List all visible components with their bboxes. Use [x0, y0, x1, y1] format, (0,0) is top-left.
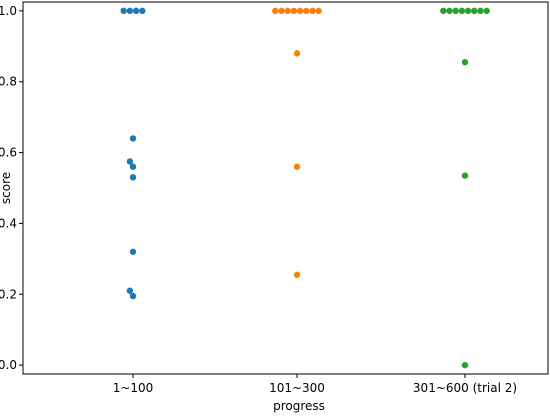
x-tick-label: 101~300 — [269, 381, 325, 395]
y-tick-label: 0.0 — [0, 358, 17, 372]
data-point — [296, 7, 304, 15]
y-tick-label: 1.0 — [0, 4, 17, 18]
data-point — [477, 7, 484, 15]
x-tick-label: 301~600 (trial 2) — [413, 381, 517, 395]
data-point — [452, 7, 459, 15]
data-point — [290, 7, 298, 15]
data-point — [293, 50, 301, 57]
y-axis: 0.0 0.2 0.4 0.6 0.8 1.0 — [0, 4, 23, 372]
data-point — [446, 7, 453, 15]
data-point — [440, 7, 447, 15]
x-axis: 1~100 101~300 301~600 (trial 2) — [113, 374, 517, 395]
data-point — [458, 7, 466, 15]
y-tick-label: 0.4 — [0, 216, 17, 230]
data-point — [461, 361, 469, 369]
y-tick-label: 0.8 — [0, 75, 17, 89]
x-axis-label: progress — [273, 399, 325, 413]
data-point — [293, 271, 301, 278]
data-point — [120, 7, 127, 15]
x-tick-label: 1~100 — [113, 381, 154, 395]
data-point — [126, 7, 134, 15]
y-tick-label: 0.2 — [0, 287, 17, 301]
series-2 — [272, 7, 322, 278]
plot-frame — [22, 1, 549, 375]
data-point — [461, 59, 469, 66]
data-point — [126, 287, 134, 294]
data-point — [464, 7, 472, 15]
data-point — [461, 172, 469, 179]
data-point — [284, 7, 291, 15]
data-point — [129, 174, 137, 181]
data-point — [139, 7, 146, 15]
data-point — [278, 7, 285, 15]
data-point — [483, 7, 490, 15]
y-axis-label: score — [0, 172, 13, 204]
data-point — [129, 163, 137, 170]
data-point — [129, 292, 137, 300]
series-3 — [440, 7, 490, 369]
y-tick-label: 0.6 — [0, 146, 17, 160]
data-point — [272, 7, 279, 15]
points-layer — [120, 7, 490, 369]
series-1 — [120, 7, 146, 300]
data-point — [471, 7, 478, 15]
data-point — [303, 7, 310, 15]
data-point — [309, 7, 316, 15]
data-point — [132, 7, 140, 15]
data-point — [293, 163, 301, 170]
data-point — [129, 135, 137, 142]
data-point — [315, 7, 322, 15]
data-point — [129, 248, 137, 255]
data-point — [126, 158, 134, 165]
